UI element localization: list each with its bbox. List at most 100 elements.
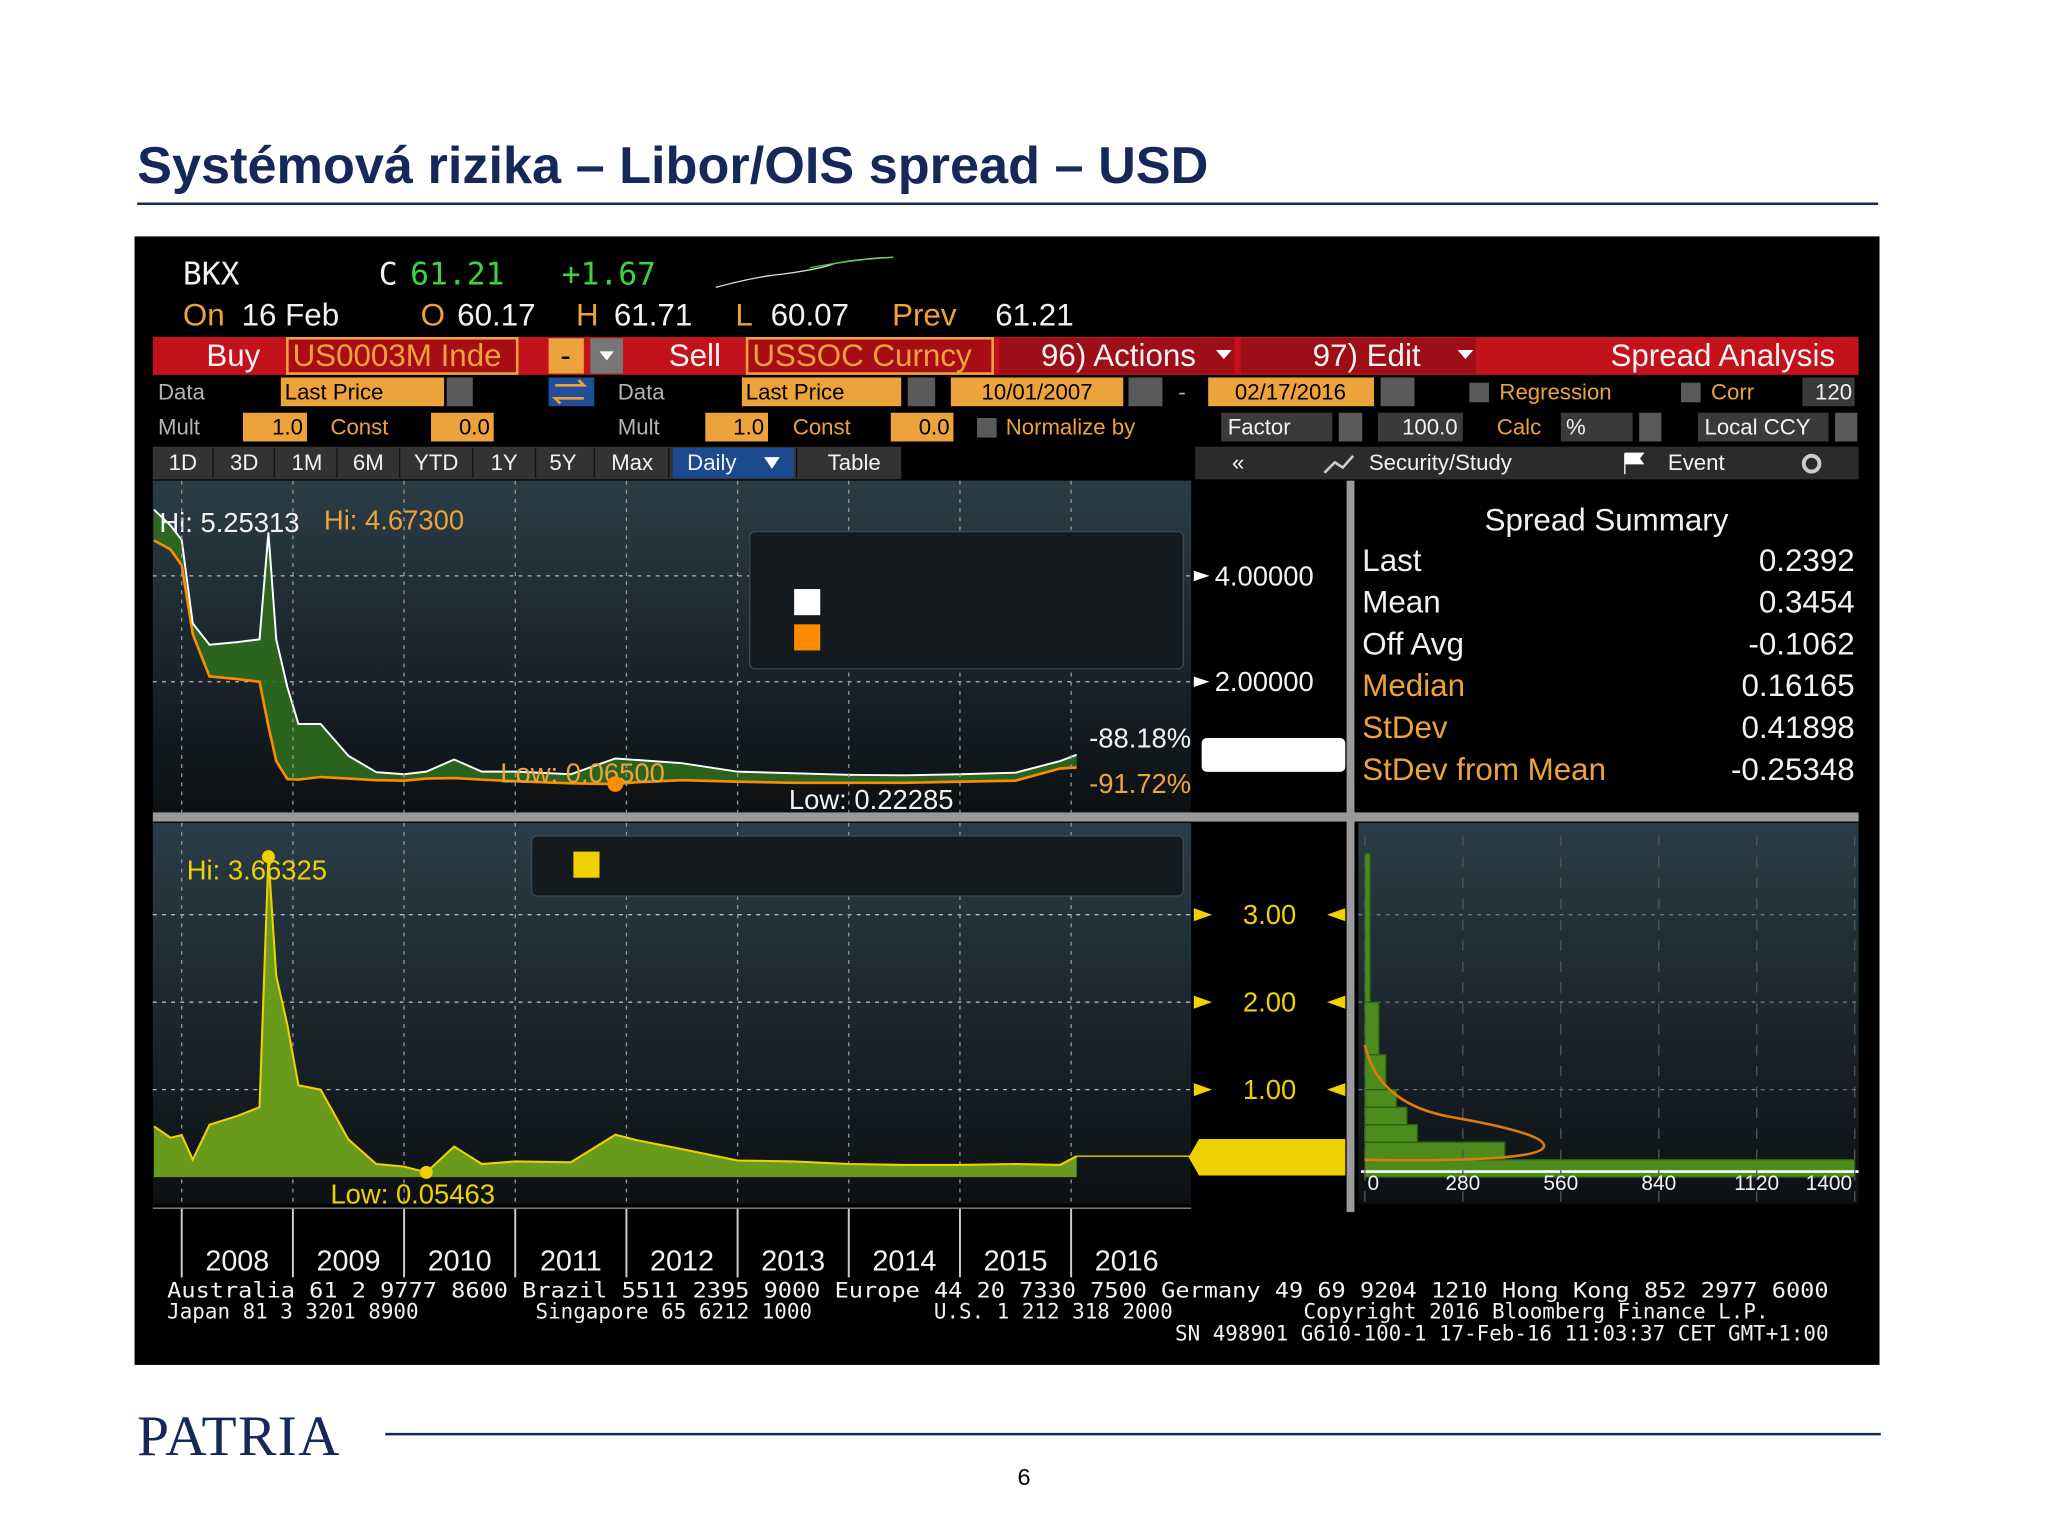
quote-open_label: O (421, 297, 445, 332)
field-text: - (1178, 379, 1185, 404)
field-text: Last Price (285, 379, 384, 404)
tool-button: Security/Study (1369, 450, 1513, 475)
study-icon (1323, 454, 1355, 474)
annotation: Low: 0.22285 (789, 784, 954, 815)
summary-label: Off Avg (1362, 626, 1464, 661)
legend-swatch (794, 589, 821, 616)
field-text: 100.0 (1402, 415, 1458, 440)
period-tab: 1D (169, 450, 197, 475)
histogram-bar (1364, 852, 1371, 1003)
legend-swatch (573, 851, 600, 878)
annotation: Low: 0.06500 (500, 758, 665, 789)
x-tick-label: 2015 (984, 1246, 1048, 1278)
grey-fields (1221, 377, 1855, 442)
quote-c_label: C (379, 256, 398, 292)
field-text: Calc (1497, 415, 1541, 440)
tick-mark (1193, 570, 1210, 582)
period-tab: Table (828, 450, 881, 475)
x-tick-label: 2009 (317, 1246, 381, 1278)
field-text: Mult (618, 415, 660, 440)
field-text: Normalize by (1006, 415, 1136, 440)
fit-curve (1363, 1044, 1546, 1162)
summary-label: StDev (1362, 710, 1448, 745)
x-tick-label: 2010 (428, 1246, 492, 1278)
swap-icon (548, 377, 595, 407)
toolbar-edit: 97) Edit (1313, 338, 1421, 373)
footer-line: U.S. 1 212 318 2000 (934, 1299, 1173, 1323)
quote-high_label: H (576, 297, 599, 332)
summary-label: Last (1362, 543, 1422, 578)
page-number: 6 (1017, 1464, 1030, 1490)
quote-on_label: On (183, 297, 225, 332)
summary-label: Mean (1362, 585, 1440, 620)
quote-high: 61.71 (614, 297, 692, 332)
quote-date: 16 Feb (242, 297, 340, 332)
period-tab: 5Y (549, 450, 576, 475)
y-tick-label: 2.00000 (1215, 666, 1314, 697)
edit-button (1240, 338, 1476, 374)
dash-box (548, 338, 584, 374)
toolbar-sell: Sell (669, 338, 721, 373)
field-text: 0.0 (459, 415, 490, 440)
tool-button: « (1232, 450, 1244, 475)
field-text: Const (330, 415, 388, 440)
field-text: Regression (1499, 379, 1611, 404)
x-tick-label: 2012 (650, 1246, 714, 1278)
slide-title: Systémová rizika – Libor/OIS spread – US… (137, 137, 1208, 195)
spread-area (153, 856, 1077, 1178)
field-text: Local CCY (1704, 415, 1810, 440)
x-tick-label: 2011 (540, 1246, 602, 1278)
summary-label: Median (1362, 668, 1465, 703)
footer-line: Japan 81 3 3201 8900 (167, 1299, 418, 1323)
input-fields (242, 377, 1375, 442)
quote-low: 60.07 (771, 297, 849, 332)
field-text: Last Price (746, 379, 845, 404)
y-tick-label: 3.00 (1243, 899, 1296, 930)
y-tick-label: 1.00 (1243, 1074, 1296, 1105)
field-text: % (1566, 415, 1586, 440)
x-tick-label: 1120 (1734, 1172, 1779, 1195)
histogram-bar (1364, 1123, 1419, 1143)
quote-ticker: BKX (183, 256, 240, 292)
field-text: 1.0 (272, 415, 303, 440)
y-tick-label: 2.00 (1243, 987, 1296, 1018)
period-tab: Max (611, 450, 653, 475)
histogram-bg (1358, 822, 1859, 1205)
histogram-bar (1364, 1141, 1506, 1161)
panel-divider (152, 812, 1859, 822)
toolbar-buy: Buy (206, 338, 260, 373)
summary-title: Spread Summary (1485, 502, 1729, 537)
period-tab: 1Y (491, 450, 518, 475)
field-text: Factor (1228, 415, 1291, 440)
footer-line: Copyright 2016 Bloomberg Finance L.P. (1304, 1299, 1769, 1323)
field-text: Mult (158, 415, 200, 440)
toolbar-security1: US0003M Inde (293, 338, 502, 373)
annotation: -91.72% (1089, 768, 1191, 799)
period-tab: 1M (292, 450, 323, 475)
low-marker (607, 776, 624, 792)
quote-prev_label: Prev (892, 297, 957, 332)
security-box (745, 336, 994, 375)
summary-value: 0.16165 (1741, 668, 1854, 703)
histogram-bar (1364, 1001, 1380, 1056)
field-text: 1.0 (733, 415, 764, 440)
period-tab: YTD (414, 450, 458, 475)
quote-last: 61.21 (410, 256, 504, 292)
annotation: -88.18% (1089, 722, 1191, 753)
x-tick-label: 2008 (205, 1246, 269, 1278)
tools-bar (1195, 446, 1859, 480)
summary-value: 0.41898 (1741, 710, 1854, 745)
logo: PATRIA (137, 1405, 341, 1468)
x-tick-label: 0 (1368, 1172, 1380, 1195)
field-text: Corr (1711, 379, 1755, 404)
x-tick-label: 840 (1641, 1172, 1676, 1195)
x-tick-label: 2014 (872, 1246, 936, 1278)
legend-box (530, 835, 1184, 897)
field-text: 10/01/2007 (982, 379, 1093, 404)
tool-button: Event (1668, 450, 1725, 475)
hi-marker (261, 850, 275, 864)
tick-mark (1193, 676, 1210, 687)
dropdown-boxes (446, 377, 1858, 442)
